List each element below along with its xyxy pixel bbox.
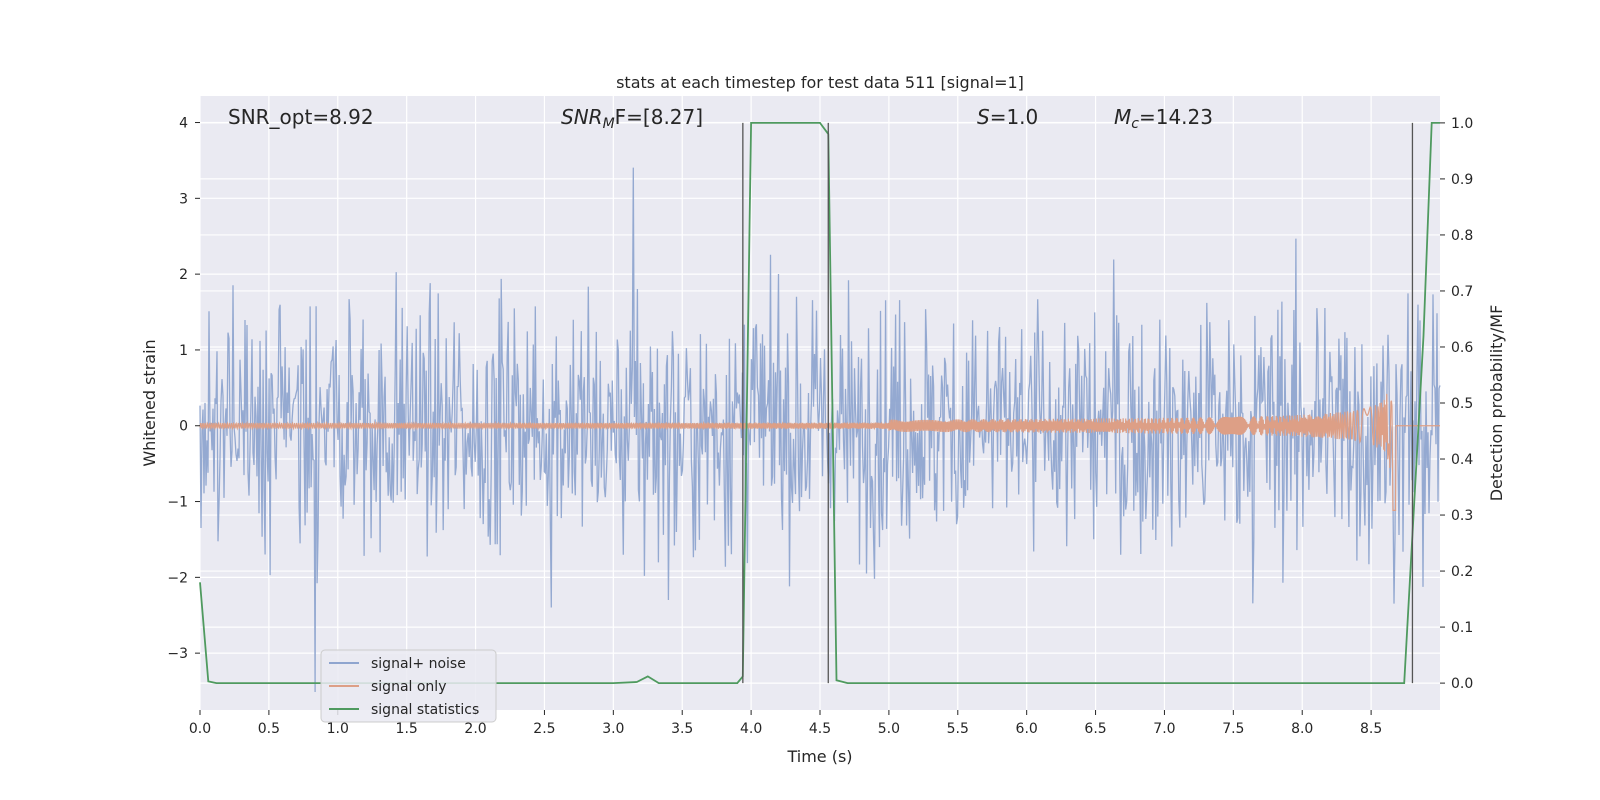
x-tick-label: 7.5 <box>1222 721 1244 737</box>
y-right-tick-label: 0.3 <box>1451 508 1473 524</box>
legend-label-noise: signal+ noise <box>371 656 466 672</box>
s-label: S <box>977 105 990 129</box>
y-right-tick-label: 0.1 <box>1451 620 1473 636</box>
x-tick-label: 3.5 <box>671 721 693 737</box>
y-right-tick-label: 0.0 <box>1451 676 1473 692</box>
x-ticks: 0.0 0.5 1.0 1.5 2.0 2.5 3.0 3.5 4.0 4.5 5.0 5.5 6.0 6… <box>189 710 1382 737</box>
y-right-tick-label: 0.6 <box>1451 340 1473 356</box>
x-tick-label: 4.5 <box>809 721 831 737</box>
x-tick-label: 1.0 <box>327 721 349 737</box>
annotation-s: S=1.0 <box>977 105 1038 129</box>
y-right-tick-label: 0.2 <box>1451 564 1473 580</box>
x-tick-label: 6.0 <box>1016 721 1038 737</box>
snr-mf-rest: F=[8.27] <box>615 105 703 129</box>
x-tick-label: 8.5 <box>1360 721 1382 737</box>
y-left-tick-label: 3 <box>179 191 188 207</box>
legend-box <box>320 649 497 723</box>
series-signal-noise <box>199 167 1441 693</box>
y-right-tick-label: 0.8 <box>1451 228 1473 244</box>
x-axis-label: Time (s) <box>786 747 852 766</box>
x-tick-label: 6.5 <box>1084 721 1106 737</box>
mc-value: =14.23 <box>1139 105 1213 129</box>
legend: signal+ noise signal only signal statist… <box>320 649 497 723</box>
y-left-tick-label: 1 <box>179 343 188 359</box>
signal-line <box>199 393 1440 511</box>
annotation-snr-mf: SNRMF=[8.27] <box>561 105 703 132</box>
y-left-tick-label: −3 <box>167 646 188 662</box>
y-left-ticks: −3 −2 −1 0 1 2 3 4 <box>167 116 200 662</box>
vertical-lines <box>742 122 1414 684</box>
y-left-tick-label: −2 <box>167 570 188 586</box>
annotation-mc: Mc=14.23 <box>1114 105 1213 132</box>
series-signal-only <box>199 393 1440 511</box>
s-value: =1.0 <box>990 105 1039 129</box>
x-tick-label: 4.0 <box>740 721 762 737</box>
y-right-tick-label: 0.7 <box>1451 284 1473 300</box>
legend-label-signal: signal only <box>371 679 446 695</box>
y-left-tick-label: −1 <box>167 495 188 511</box>
y-left-tick-label: 2 <box>179 267 188 283</box>
x-tick-label: 5.0 <box>878 721 900 737</box>
y-right-tick-label: 0.4 <box>1451 452 1473 468</box>
x-tick-label: 8.0 <box>1291 721 1313 737</box>
y-right-tick-label: 0.5 <box>1451 396 1473 412</box>
x-tick-label: 0.5 <box>258 721 280 737</box>
y-left-tick-label: 0 <box>179 419 188 435</box>
mc-label: M <box>1114 105 1131 129</box>
x-tick-label: 3.0 <box>602 721 624 737</box>
x-tick-label: 2.0 <box>464 721 486 737</box>
y-left-tick-label: 4 <box>179 116 188 132</box>
y-right-axis-label: Detection probability/MF <box>1487 305 1506 502</box>
noise-line <box>199 167 1441 693</box>
legend-label-stats: signal statistics <box>371 702 479 718</box>
x-tick-label: 2.5 <box>533 721 555 737</box>
y-right-ticks: 0.0 0.1 0.2 0.3 0.4 0.5 0.6 0.7 0.8 0.9 1.0 <box>1440 116 1473 692</box>
x-tick-label: 7.0 <box>1153 721 1175 737</box>
x-tick-label: 5.5 <box>947 721 969 737</box>
x-tick-label: 0.0 <box>189 721 211 737</box>
y-right-tick-label: 0.9 <box>1451 172 1473 188</box>
mc-sub: c <box>1131 116 1139 132</box>
snr-mf-main: SNR <box>561 105 603 129</box>
snr-mf-sub: M <box>603 116 615 132</box>
y-right-tick-label: 1.0 <box>1451 116 1473 132</box>
annotation-snr-opt: SNR_opt=8.92 <box>228 105 374 129</box>
x-tick-label: 1.5 <box>396 721 418 737</box>
y-left-axis-label: Whitened strain <box>140 339 159 466</box>
chart-title: stats at each timestep for test data 511… <box>616 73 1024 92</box>
